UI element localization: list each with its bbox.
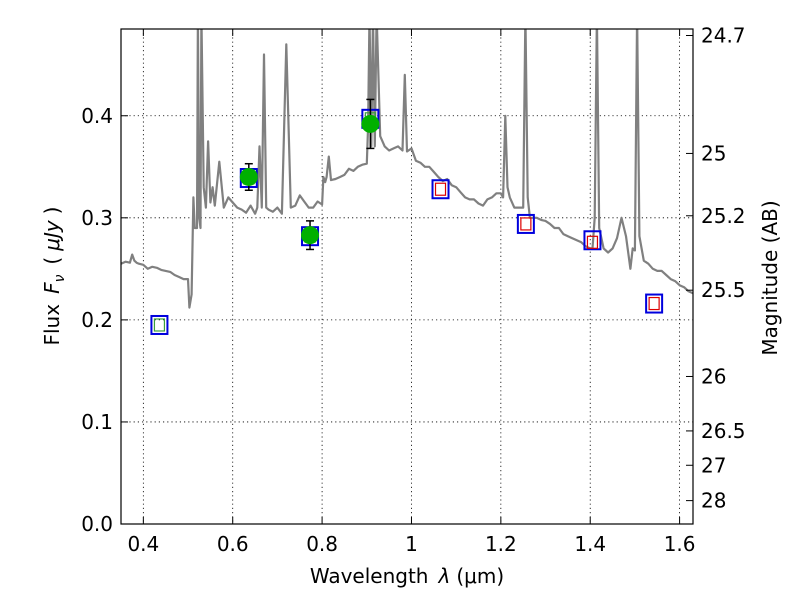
model-spectrum-line [121,29,693,309]
model-box-marker [516,213,535,234]
y2-axis-ticks: 24.7 25 25.2 25.5 26 26.5 27 28 [686,24,746,513]
y-tick-label: 0.3 [81,206,113,230]
x-tick-label: 1.4 [574,532,606,556]
model-inner-marker [586,235,599,249]
plot-frame [120,28,694,525]
model-inner-marker [520,217,532,231]
y-axis-label: FluxFν(μJy) [40,206,68,345]
observed-point [361,114,380,133]
y-tick-label: 0.2 [81,308,113,332]
y2-tick-label: 27 [701,453,726,477]
y2-tick-label: 25.2 [701,204,746,228]
y2-tick-label: 25 [701,141,726,165]
grid [121,29,693,525]
model-inner-marker [434,182,447,196]
y2-tick-label: 26.5 [701,419,746,443]
observed-point [239,167,258,186]
x-tick-label: 0.6 [217,532,249,556]
y2-tick-label: 25.5 [701,278,746,302]
model-photometry-nir [431,179,664,314]
model-box-marker [150,314,169,335]
observed-photometry [239,98,380,251]
x-tick-label: 1.6 [664,532,696,556]
x-tick-label: 0.8 [306,532,338,556]
x-tick-label: 1 [405,532,418,556]
y-tick-label: 0.1 [81,410,113,434]
model-inner-marker [648,296,660,311]
y-tick-label: 0.0 [81,512,113,536]
model-box-marker [645,293,664,314]
x-axis-label: Wavelength λ (μm) [310,564,504,588]
y2-tick-label: 28 [701,489,726,513]
y-tick-label: 0.4 [81,104,113,128]
x-tick-label: 0.4 [127,532,159,556]
y-axis-ticks: 0.0 0.1 0.2 0.3 0.4 [81,104,128,536]
y2-tick-label: 24.7 [701,24,746,48]
y2-axis-label: Magnitude (AB) [758,200,782,355]
x-axis-ticks: 0.4 0.6 0.8 1 1.2 1.4 1.6 [127,29,696,556]
y2-tick-label: 26 [701,364,726,388]
model-box-marker [583,230,602,251]
plot-area [121,29,693,335]
model-box-marker [431,179,450,200]
model-inner-marker [153,318,166,332]
x-tick-label: 1.2 [485,532,517,556]
observed-point [301,226,320,245]
